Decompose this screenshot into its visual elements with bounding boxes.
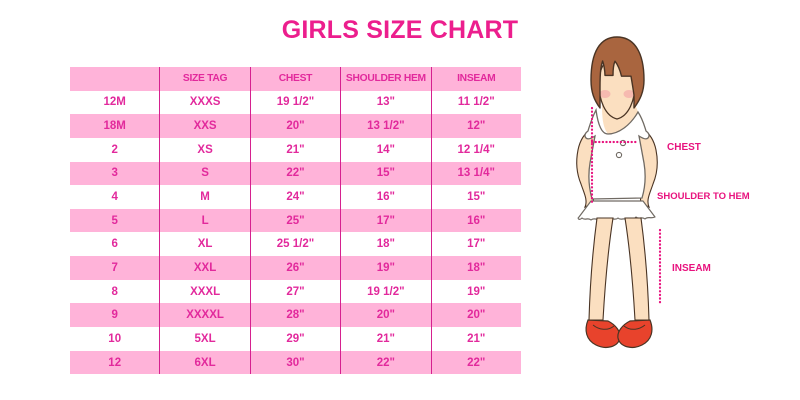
svg-text:INSEAM: INSEAM <box>672 263 711 274</box>
svg-text:SHOULDER TO HEM: SHOULDER TO HEM <box>657 191 750 202</box>
svg-text:CHEST: CHEST <box>667 142 701 153</box>
